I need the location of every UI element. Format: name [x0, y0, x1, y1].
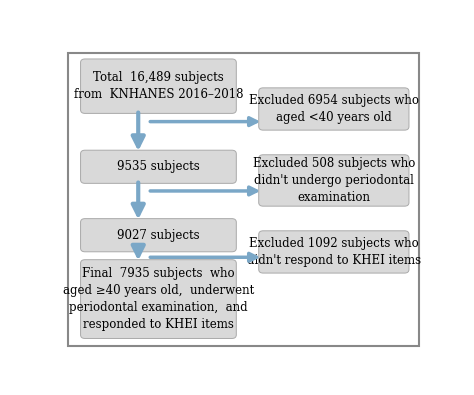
Text: Total  16,489 subjects
from  KNHANES 2016–2018: Total 16,489 subjects from KNHANES 2016–…: [73, 71, 243, 101]
Text: Excluded 1092 subjects who
didn't respond to KHEI items: Excluded 1092 subjects who didn't respon…: [247, 237, 421, 267]
FancyBboxPatch shape: [81, 219, 237, 252]
FancyBboxPatch shape: [81, 260, 237, 339]
FancyBboxPatch shape: [259, 88, 409, 130]
Text: 9027 subjects: 9027 subjects: [117, 229, 200, 242]
Text: 9535 subjects: 9535 subjects: [117, 160, 200, 173]
Text: Excluded 6954 subjects who
aged <40 years old: Excluded 6954 subjects who aged <40 year…: [249, 94, 419, 124]
Text: Final  7935 subjects  who
aged ≥40 years old,  underwent
periodontal examination: Final 7935 subjects who aged ≥40 years o…: [63, 267, 254, 331]
Text: Excluded 508 subjects who
didn't undergo periodontal
examination: Excluded 508 subjects who didn't undergo…: [253, 157, 415, 204]
FancyBboxPatch shape: [259, 155, 409, 206]
FancyBboxPatch shape: [259, 231, 409, 273]
FancyBboxPatch shape: [81, 59, 237, 113]
FancyBboxPatch shape: [68, 53, 419, 346]
FancyBboxPatch shape: [81, 150, 237, 183]
